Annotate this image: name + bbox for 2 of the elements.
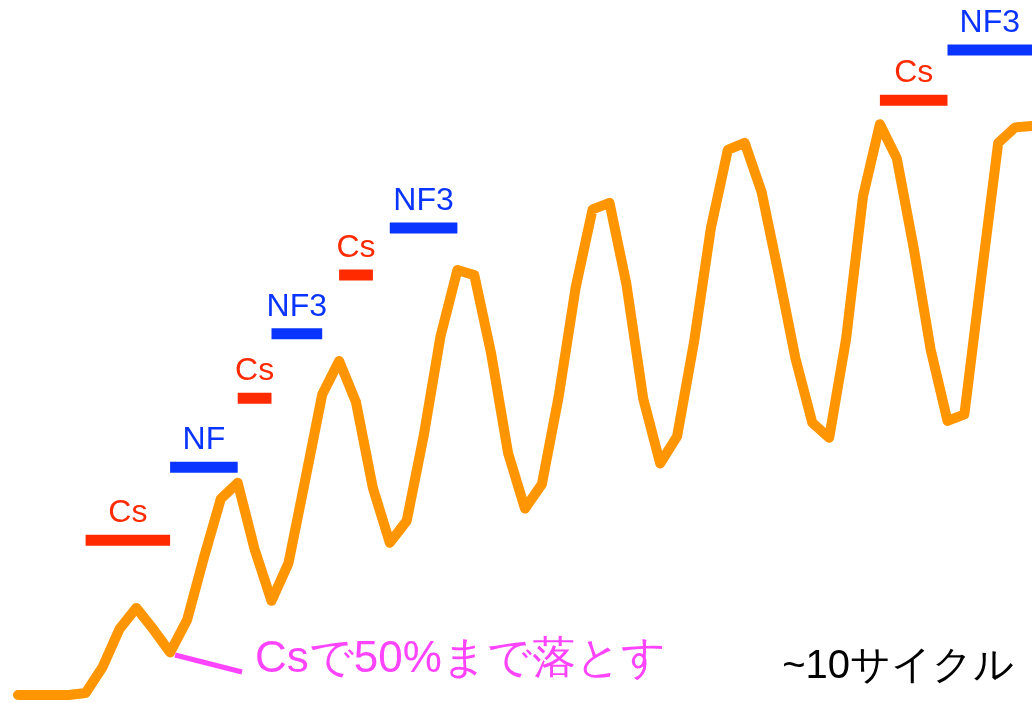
annotation: ~10サイクル	[782, 642, 1014, 686]
annotation: Csで50%まで落とす	[255, 632, 666, 681]
